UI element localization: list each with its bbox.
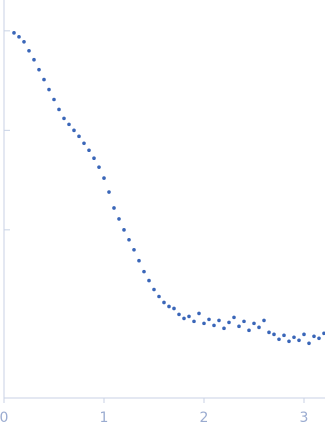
point [82,141,86,146]
point [302,332,306,337]
point [322,331,325,336]
point [187,314,191,319]
point [222,326,226,331]
point [272,332,276,337]
point [67,122,71,127]
point [62,116,66,121]
point [212,323,216,328]
point [127,237,131,242]
point [27,48,31,53]
point [297,338,301,343]
point [307,341,311,346]
point [77,134,81,139]
point [32,57,36,62]
point [137,258,141,263]
point [87,148,91,153]
point [177,312,181,317]
x-tick-label: 0 [0,410,8,426]
point [317,336,321,341]
point [152,287,156,292]
point [132,247,136,252]
point [142,269,146,274]
point [192,319,196,324]
point [47,87,51,92]
point [197,311,201,316]
point [162,300,166,305]
point [92,156,96,161]
point [262,318,266,323]
point [102,176,106,180]
point [252,321,256,326]
point [157,294,161,299]
point [217,318,221,323]
point [52,97,56,102]
point [202,321,206,326]
point [182,316,186,321]
point [242,319,246,324]
point [72,128,76,133]
point [22,39,26,44]
point [232,315,236,320]
point [312,334,316,339]
point [287,339,291,344]
point [167,304,171,309]
point [97,165,101,169]
x-tick-label: 1 [100,410,109,426]
point [42,77,46,82]
x-tick-label: 3 [300,410,309,426]
point [227,320,231,325]
point [57,107,61,112]
point [257,325,261,330]
x-tick-label: 2 [200,410,209,426]
point [237,324,241,329]
point [292,335,296,340]
point [117,217,121,221]
point [37,67,41,72]
point [122,228,126,232]
point [247,328,251,333]
point [12,31,16,35]
point [282,333,286,338]
point [17,35,21,39]
point [112,206,116,210]
point [267,330,271,335]
point [207,317,211,322]
point [277,337,281,342]
point [172,306,176,311]
point [147,278,151,283]
point [107,190,111,194]
